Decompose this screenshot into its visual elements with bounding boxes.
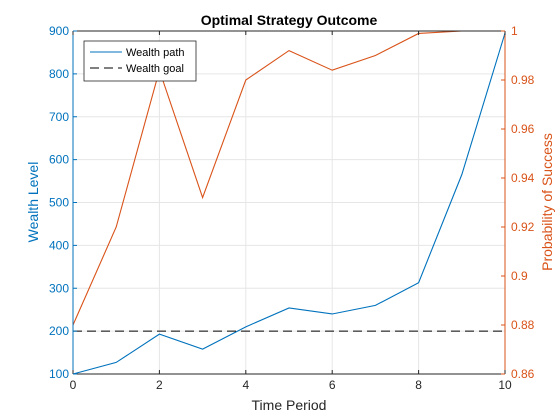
y-right-tick-label: 0.94 [511,171,535,185]
y-left-tick-label: 500 [49,196,69,210]
y-right-tick-label: 0.98 [511,73,535,87]
y-left-tick-label: 800 [49,67,69,81]
y-right-tick-label: 0.96 [511,122,535,136]
y-axis-right-label: Probability of Success [539,133,555,271]
chart-title: Optimal Strategy Outcome [201,12,378,28]
y-left-tick-label: 200 [49,324,69,338]
x-tick-label: 2 [156,378,163,392]
y-right-tick-label: 0.9 [511,269,528,283]
x-tick-label: 10 [498,378,512,392]
y-right-tick-label: 0.88 [511,318,535,332]
series-line-wealth-path [72,32,506,375]
y-left-tick-label: 700 [49,110,69,124]
y-left-tick-label: 900 [49,24,69,38]
legend: Wealth path Wealth goal [83,40,197,82]
y-right-tick-label: 1 [511,24,518,38]
y-left-tick-label: 300 [49,281,69,295]
y-axis-left-label: Wealth Level [25,162,41,243]
x-tick-label: 4 [242,378,249,392]
y-right-tick-label: 0.92 [511,220,535,234]
y-left-tick-label: 100 [49,367,69,381]
x-axis-label: Time Period [252,397,327,413]
legend-label: Wealth path [126,47,185,59]
y-right-tick-label: 0.86 [511,367,535,381]
legend-box [83,40,197,82]
series-line-probability [72,30,505,326]
x-tick-label: 0 [70,378,77,392]
legend-label: Wealth goal [126,63,184,75]
x-tick-label: 8 [415,378,422,392]
y-left-tick-label: 600 [49,153,69,167]
y-left-tick-label: 400 [49,238,69,252]
x-tick-label: 6 [329,378,336,392]
